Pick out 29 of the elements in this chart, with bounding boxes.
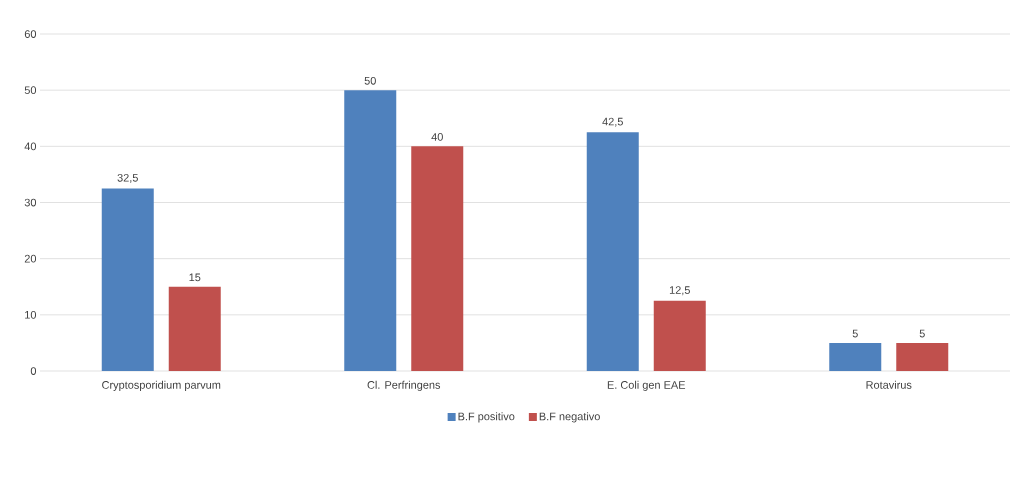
x-tick-label: E. Coli gen EAE (607, 380, 686, 391)
data-label: 12,5 (669, 286, 690, 296)
bar (101, 188, 154, 371)
bar (411, 146, 464, 371)
bar (586, 132, 639, 371)
x-tick-label: Cl. Perfringens (367, 380, 441, 391)
y-tick-label: 10 (25, 310, 37, 319)
data-label: 50 (364, 76, 376, 85)
y-tick-label: 20 (24, 254, 37, 263)
data-label: 40 (431, 133, 443, 141)
x-tick-label: Cryptosporidium parvum (102, 380, 221, 391)
bar (344, 90, 397, 371)
data-label: 15 (189, 273, 201, 282)
y-tick-label: 60 (24, 30, 37, 38)
legend-label: B.F negativo (539, 412, 600, 423)
data-label: 5 (919, 329, 925, 338)
y-tick-label: 40 (24, 142, 37, 151)
bar (168, 286, 221, 371)
data-label: 42,5 (602, 117, 623, 127)
legend-label: B.F positivo (458, 412, 515, 423)
y-tick-label: 30 (24, 198, 37, 207)
y-tick-label: 50 (24, 86, 37, 95)
data-label: 5 (852, 329, 858, 338)
y-tick-label: 0 (30, 367, 37, 375)
data-label: 32,5 (117, 173, 138, 183)
x-tick-label: Rotavirus (866, 380, 912, 389)
bar (653, 300, 706, 371)
bar (896, 342, 949, 371)
bar (829, 342, 882, 371)
